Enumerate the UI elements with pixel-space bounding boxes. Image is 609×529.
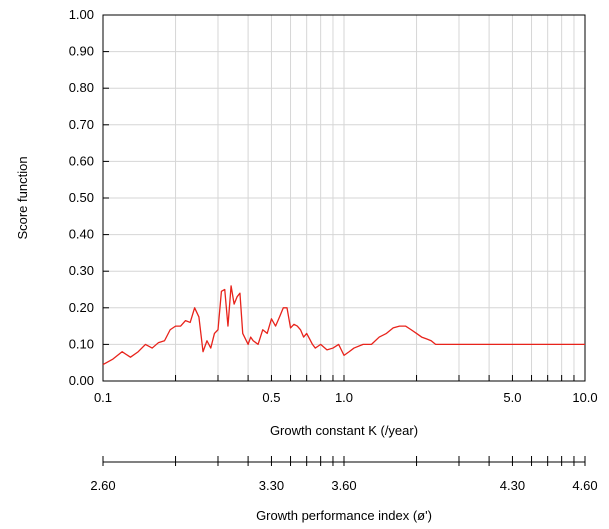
y-tick-label: 0.50 [69, 190, 94, 205]
y-tick-label: 0.60 [69, 153, 94, 168]
score-series-line [102, 285, 585, 366]
y-tick-label: 0.90 [69, 44, 94, 59]
x-tick-label: 5.0 [503, 390, 521, 405]
x-tick-label: 10.0 [572, 390, 597, 405]
y-tick-label: 0.00 [69, 373, 94, 388]
secondary-tick-label: 2.60 [90, 478, 115, 493]
secondary-tick-labels: 2.60 3.30 3.60 4.30 4.60 [90, 478, 597, 493]
y-tick-label: 0.20 [69, 300, 94, 315]
x-axis-label: Growth constant K (/year) [270, 423, 418, 438]
secondary-tick-label: 3.60 [331, 478, 356, 493]
secondary-tick-label: 3.30 [259, 478, 284, 493]
y-tick-label: 0.40 [69, 227, 94, 242]
secondary-axis-label: Growth performance index (ø') [256, 508, 432, 523]
y-axis-label: Score function [15, 156, 30, 239]
y-tick-label: 0.80 [69, 80, 94, 95]
axis-ticks [102, 14, 586, 382]
x-tick-label: 1.0 [335, 390, 353, 405]
y-tick-label: 1.00 [69, 7, 94, 22]
y-tick-label: 0.10 [69, 336, 94, 351]
y-tick-label: 0.70 [69, 117, 94, 132]
secondary-tick-label: 4.60 [572, 478, 597, 493]
y-tick-label: 0.30 [69, 263, 94, 278]
x-tick-label: 0.1 [94, 390, 112, 405]
y-tick-labels: 0.00 0.10 0.20 0.30 0.40 0.50 0.60 0.70 0.80 0.90… [69, 7, 94, 388]
grid-lines [103, 15, 585, 381]
x-tick-label: 0.5 [262, 390, 280, 405]
x-tick-labels: 0.1 0.5 1.0 5.0 10.0 [94, 390, 598, 405]
secondary-tick-label: 4.30 [500, 478, 525, 493]
secondary-axis [102, 456, 586, 466]
